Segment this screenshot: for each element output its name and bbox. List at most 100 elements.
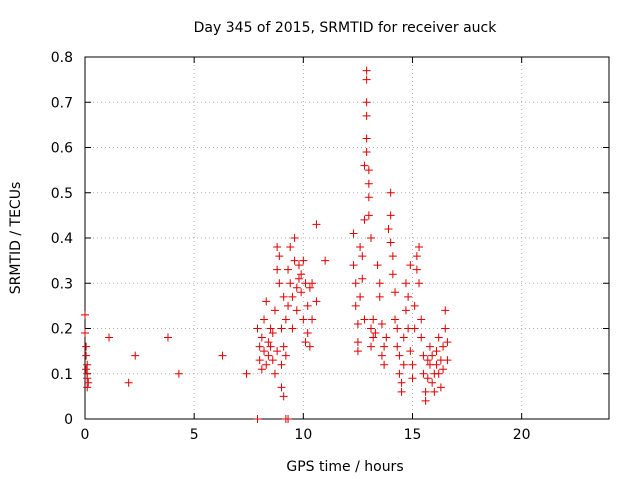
chart-title: Day 345 of 2015, SRMTID for receiver auc… xyxy=(194,20,498,36)
data-point xyxy=(288,292,297,301)
data-point xyxy=(356,292,365,301)
data-point xyxy=(353,347,362,356)
x-tick-label: 20 xyxy=(513,427,531,443)
data-point xyxy=(415,243,424,252)
data-point xyxy=(367,234,376,242)
data-point xyxy=(410,324,419,333)
data-point xyxy=(275,252,284,261)
data-point xyxy=(375,292,384,301)
data-point xyxy=(382,333,391,342)
data-point xyxy=(364,193,373,202)
data-point xyxy=(260,315,269,324)
data-point xyxy=(404,292,413,301)
data-point xyxy=(292,306,301,315)
data-point xyxy=(436,383,445,392)
data-point xyxy=(410,301,419,310)
data-point xyxy=(266,324,275,333)
data-point xyxy=(425,342,434,351)
y-tick-label: 0.1 xyxy=(51,367,73,383)
data-point xyxy=(349,261,358,270)
x-tick-label: 5 xyxy=(190,427,199,443)
data-point xyxy=(423,356,432,365)
data-point xyxy=(273,243,282,252)
plot-frame xyxy=(84,56,610,420)
data-point xyxy=(408,374,417,383)
data-point xyxy=(218,351,227,360)
data-point xyxy=(386,188,395,197)
data-point xyxy=(377,351,386,360)
data-point xyxy=(432,347,441,356)
data-point xyxy=(84,378,93,387)
data-point xyxy=(286,243,295,252)
data-point xyxy=(279,392,288,401)
data-point xyxy=(419,369,428,378)
data-point xyxy=(294,274,303,283)
data-point xyxy=(360,161,369,170)
data-point xyxy=(312,297,321,306)
x-tick-label: 10 xyxy=(294,427,312,443)
data-point xyxy=(105,333,114,342)
data-point xyxy=(286,279,295,288)
data-point xyxy=(297,288,306,297)
data-point xyxy=(439,342,448,351)
data-point xyxy=(364,211,373,220)
data-points xyxy=(81,66,452,423)
data-point xyxy=(270,306,279,315)
data-point xyxy=(386,238,395,247)
y-tick-label: 0.8 xyxy=(51,50,73,66)
data-point xyxy=(299,315,308,324)
data-point xyxy=(369,315,378,324)
data-point xyxy=(82,365,91,374)
data-point xyxy=(351,279,360,288)
data-point xyxy=(268,329,277,338)
data-point xyxy=(373,261,382,270)
data-point xyxy=(279,342,288,351)
data-point xyxy=(273,347,282,356)
grid-lines xyxy=(85,57,609,419)
data-point xyxy=(358,252,367,261)
data-point xyxy=(360,215,369,224)
data-point xyxy=(277,383,286,392)
data-point xyxy=(388,252,397,261)
data-point xyxy=(82,351,91,360)
data-point xyxy=(421,396,430,405)
data-point xyxy=(386,211,395,220)
y-tick-label: 0.7 xyxy=(51,95,73,111)
data-point xyxy=(371,329,380,338)
data-point xyxy=(288,324,297,333)
data-point xyxy=(253,415,262,423)
data-point xyxy=(417,333,426,342)
data-point xyxy=(401,306,410,315)
data-point xyxy=(395,369,404,378)
data-point xyxy=(264,351,273,360)
data-point xyxy=(428,378,437,387)
x-tick-labels: 0 5 10 15 20 xyxy=(81,427,531,443)
data-point xyxy=(308,315,317,324)
data-point xyxy=(284,301,293,310)
data-point xyxy=(434,333,443,342)
y-tick-label: 0 xyxy=(64,412,73,428)
data-point xyxy=(353,338,362,347)
data-point xyxy=(305,342,314,351)
data-point xyxy=(401,279,410,288)
data-point xyxy=(443,356,452,365)
data-point xyxy=(362,111,371,120)
data-point xyxy=(262,360,271,369)
data-point xyxy=(428,351,437,360)
x-tick-label: 15 xyxy=(404,427,422,443)
data-point xyxy=(399,360,408,369)
data-point xyxy=(369,333,378,342)
data-point xyxy=(364,179,373,188)
data-point xyxy=(275,279,284,288)
data-point xyxy=(174,369,183,378)
data-point xyxy=(439,365,448,374)
data-point xyxy=(264,338,273,347)
data-point xyxy=(273,265,282,274)
data-point xyxy=(303,301,312,310)
data-point xyxy=(353,319,362,328)
y-tick-labels: 0 0.1 0.2 0.3 0.4 0.5 0.6 0.7 0.8 xyxy=(51,50,73,428)
data-point xyxy=(83,374,92,383)
data-point xyxy=(421,387,430,396)
data-point xyxy=(391,315,400,324)
